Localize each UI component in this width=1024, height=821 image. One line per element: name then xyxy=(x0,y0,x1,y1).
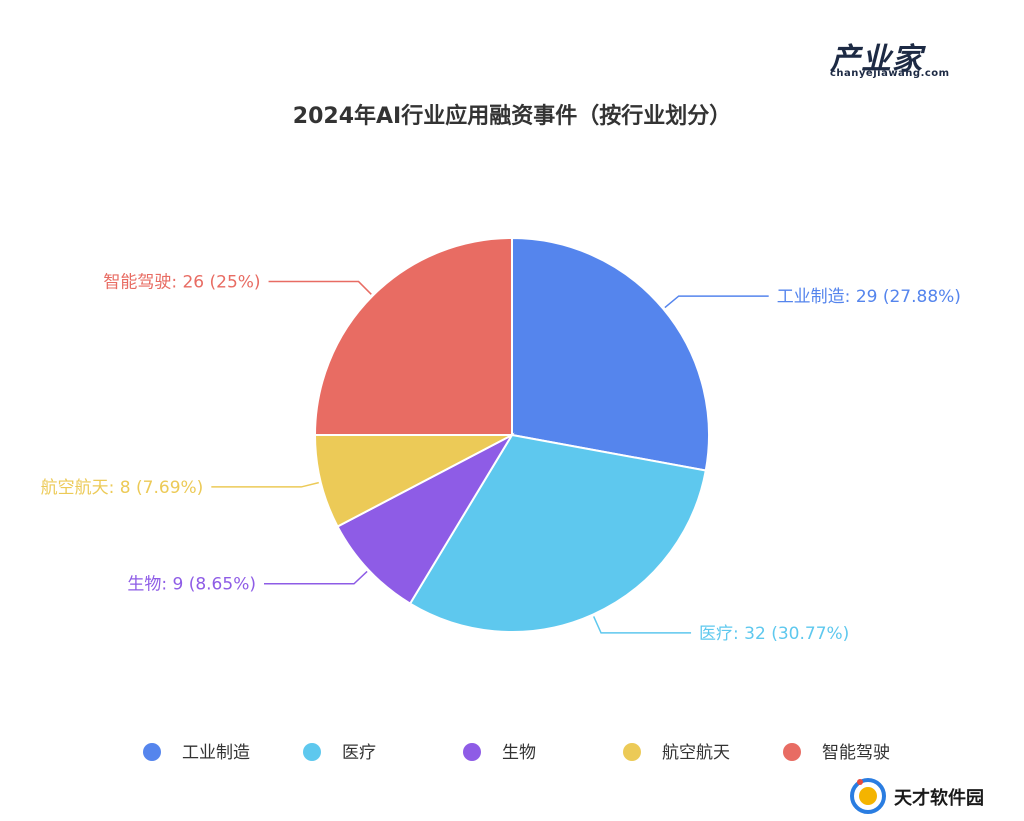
slice-label-3: 航空航天: 8 (7.69%) xyxy=(41,478,204,498)
pie-slice-3 xyxy=(313,434,513,528)
legend-label-2[interactable]: 生物 xyxy=(502,743,536,763)
logo-sub-text: chanyejiawang.com xyxy=(830,68,950,79)
watermark-icon xyxy=(850,778,886,814)
pie-slices xyxy=(313,236,710,633)
legend-label-4[interactable]: 智能驾驶 xyxy=(822,743,890,763)
legend-marker-4[interactable] xyxy=(783,743,801,761)
slice-label-2: 生物: 9 (8.65%) xyxy=(127,575,256,595)
leader-line-3 xyxy=(211,481,319,488)
legend-label-1[interactable]: 医疗 xyxy=(342,743,376,763)
pie-slice-1 xyxy=(408,433,707,633)
legend-marker-2[interactable] xyxy=(463,743,481,761)
brand-logo: 产业家 chanyejiawang.com xyxy=(826,34,976,84)
watermark: 天才软件园 xyxy=(846,774,1016,816)
slice-label-0: 工业制造: 29 (27.88%) xyxy=(777,287,961,307)
legend-marker-1[interactable] xyxy=(303,743,321,761)
slice-label-4: 智能驾驶: 26 (25%) xyxy=(103,273,260,293)
pie-slice-4 xyxy=(313,236,513,436)
leader-line-0 xyxy=(664,295,769,309)
pie-slice-2 xyxy=(336,432,515,605)
legend-marker-3[interactable] xyxy=(623,743,641,761)
leader-line-2 xyxy=(263,570,368,585)
legend-label-0[interactable]: 工业制造 xyxy=(182,743,250,763)
legend: 工业制造 医疗 生物 航空航天 智能驾驶 xyxy=(143,743,890,763)
legend-label-3[interactable]: 航空航天 xyxy=(662,743,730,763)
leader-line-4 xyxy=(268,280,372,295)
logo-main-text: 产业家 xyxy=(830,42,923,77)
leader-line-1 xyxy=(592,616,692,634)
pie-slice-0 xyxy=(511,236,710,472)
legend-marker-0[interactable] xyxy=(143,743,161,761)
watermark-text: 天才软件园 xyxy=(894,788,984,809)
slice-labels: 工业制造: 29 (27.88%) 医疗: 32 (30.77%) 生物: 9 (8… xyxy=(41,273,961,644)
leader-lines xyxy=(211,280,769,634)
slice-label-1: 医疗: 32 (30.77%) xyxy=(699,624,849,644)
chart-title: 2024年AI行业应用融资事件（按行业划分） xyxy=(292,104,732,129)
